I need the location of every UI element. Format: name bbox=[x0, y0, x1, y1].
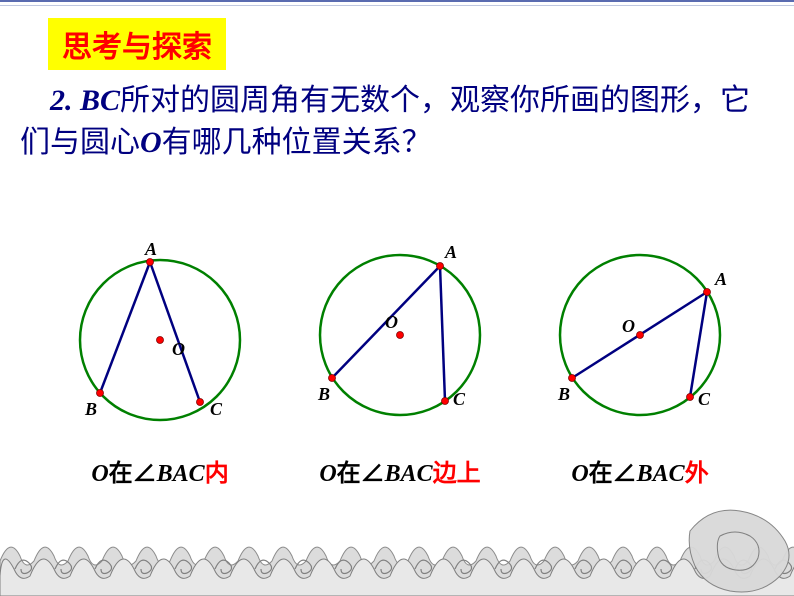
diagram-3: ABCO O在∠BAC外 bbox=[530, 220, 750, 488]
circle-diagram-3: A B C O bbox=[530, 220, 750, 430]
cap2-suffix: 边上 bbox=[433, 461, 481, 487]
heading-text: 思考与探索 bbox=[62, 31, 212, 64]
question-number: 2. bbox=[50, 84, 73, 117]
diagram-1: ABCO O在∠BAC内 bbox=[50, 220, 270, 488]
cap3-o: O bbox=[571, 461, 588, 487]
diagrams-row: ABCO O在∠BAC内 ABCO O在∠BAC边上 ABCO O在∠BAC外 bbox=[50, 220, 750, 488]
cap1-zai: 在 bbox=[109, 461, 133, 487]
svg-text:A: A bbox=[444, 242, 457, 262]
cap1-o: O bbox=[91, 461, 108, 487]
circle-diagram-2: A B C O bbox=[290, 220, 510, 430]
svg-text:O: O bbox=[172, 339, 185, 359]
circle-diagram-1: A B C O bbox=[50, 220, 270, 430]
cap1-angle: ∠ bbox=[133, 461, 157, 487]
cap2-zai: 在 bbox=[337, 461, 361, 487]
heading-box: 思考与探索 bbox=[48, 18, 226, 70]
var-o: O bbox=[140, 126, 162, 159]
cap1-bac: BAC bbox=[157, 461, 205, 487]
question-text: 2. BC所对的圆周角有无数个，观察你所画的图形，它们与圆心O有哪几种位置关系？ bbox=[20, 80, 770, 164]
svg-text:O: O bbox=[622, 316, 635, 336]
wave-decoration bbox=[0, 501, 794, 596]
svg-text:O: O bbox=[385, 312, 398, 332]
diagram-2: ABCO O在∠BAC边上 bbox=[290, 220, 510, 488]
svg-text:B: B bbox=[84, 399, 97, 419]
question-part2: 有哪几种位置关系？ bbox=[162, 126, 432, 159]
svg-text:A: A bbox=[714, 269, 727, 289]
svg-text:A: A bbox=[144, 239, 157, 259]
caption-1: O在∠BAC内 bbox=[50, 453, 270, 488]
svg-text:B: B bbox=[317, 384, 330, 404]
svg-text:C: C bbox=[698, 389, 711, 409]
caption-3: O在∠BAC外 bbox=[530, 453, 750, 488]
svg-text:C: C bbox=[210, 399, 223, 419]
cap3-suffix: 外 bbox=[685, 461, 709, 487]
cap3-zai: 在 bbox=[589, 461, 613, 487]
top-border bbox=[0, 0, 794, 6]
cap2-bac: BAC bbox=[385, 461, 433, 487]
var-bc: BC bbox=[80, 84, 120, 117]
caption-2: O在∠BAC边上 bbox=[290, 453, 510, 488]
cap1-suffix: 内 bbox=[205, 461, 229, 487]
cap3-bac: BAC bbox=[637, 461, 685, 487]
cap2-o: O bbox=[319, 461, 336, 487]
cap3-angle: ∠ bbox=[613, 461, 637, 487]
svg-text:C: C bbox=[453, 389, 466, 409]
svg-text:B: B bbox=[557, 384, 570, 404]
cap2-angle: ∠ bbox=[361, 461, 385, 487]
